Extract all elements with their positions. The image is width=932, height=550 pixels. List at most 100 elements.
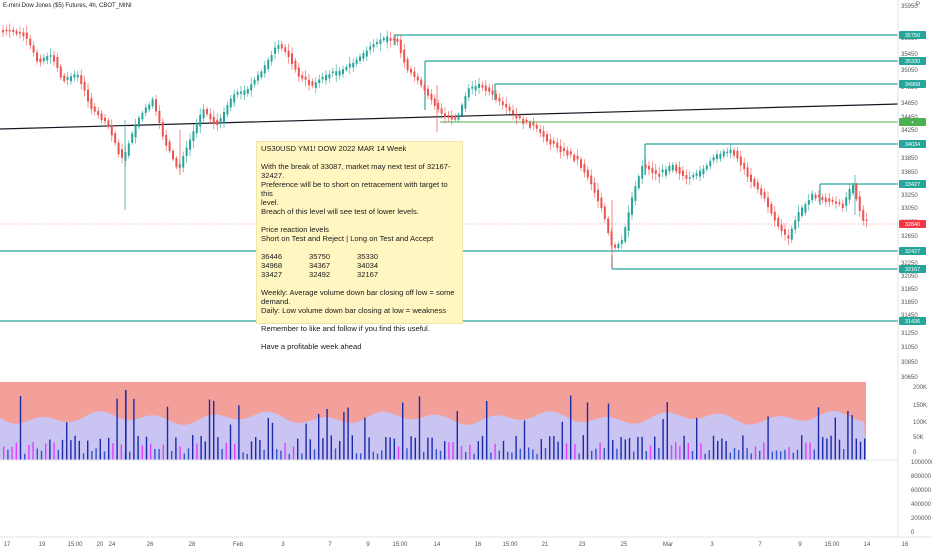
time-tick-label: 26 bbox=[147, 542, 154, 548]
volume-bar bbox=[637, 436, 639, 460]
volume-bar bbox=[280, 450, 282, 460]
time-tick-label: Mar bbox=[663, 542, 673, 548]
scale-mode-icon[interactable]: P bbox=[916, 2, 920, 8]
candle-body bbox=[787, 235, 790, 239]
candle-body bbox=[233, 94, 236, 103]
candle-body bbox=[127, 143, 130, 156]
volume-bar bbox=[679, 445, 681, 460]
volume-bar bbox=[309, 439, 311, 460]
candle-body bbox=[389, 38, 392, 41]
time-tick-label: 19 bbox=[39, 542, 46, 548]
volume-bar bbox=[624, 439, 626, 460]
volume-band bbox=[0, 411, 866, 460]
candle-body bbox=[134, 125, 137, 138]
volume-bar bbox=[788, 447, 790, 460]
candle-body bbox=[481, 84, 484, 88]
candle-body bbox=[488, 87, 491, 92]
volume-bar bbox=[721, 438, 723, 460]
volume-bar bbox=[528, 447, 530, 460]
level-cell: 32492 bbox=[309, 270, 331, 279]
volume-bar bbox=[171, 450, 173, 460]
candle-body bbox=[668, 165, 671, 172]
volume-bar bbox=[658, 448, 660, 460]
time-tick-label: 14 bbox=[434, 542, 441, 548]
volume-bar bbox=[481, 436, 484, 460]
candle-body bbox=[2, 30, 4, 33]
volume-bar bbox=[654, 436, 656, 460]
candle-body bbox=[552, 140, 555, 144]
candle-body bbox=[318, 79, 321, 84]
note-line: With the break of 33087, market may next… bbox=[261, 162, 451, 180]
volume-bar bbox=[582, 435, 584, 460]
volume-bar bbox=[376, 453, 379, 460]
candle-body bbox=[712, 157, 715, 161]
volume-bar bbox=[536, 453, 538, 460]
candle-body bbox=[464, 96, 467, 109]
volume-bar bbox=[448, 442, 450, 460]
volume-bar bbox=[578, 453, 580, 460]
candle-body bbox=[209, 113, 212, 120]
candle-body bbox=[447, 115, 450, 118]
volume-bar bbox=[11, 446, 13, 460]
price-tick-label: 32650 bbox=[901, 234, 918, 240]
price-level-badge bbox=[899, 317, 926, 325]
candle-body bbox=[93, 106, 96, 112]
volume-bar bbox=[834, 417, 836, 460]
candle-body bbox=[124, 152, 127, 161]
volume-bar bbox=[267, 417, 269, 460]
candle-body bbox=[597, 189, 599, 202]
candle-body bbox=[563, 148, 565, 152]
time-axis[interactable]: 17 19 15:00 20 24 26 28 Feb 3 7 9 15:00 14 16 15:00 21 2… bbox=[4, 542, 909, 548]
candle-body bbox=[658, 173, 661, 177]
candle-body bbox=[586, 169, 589, 178]
candle-body bbox=[121, 149, 123, 158]
candle-body bbox=[627, 212, 630, 231]
candle-body bbox=[138, 117, 140, 127]
price-level-badge-label: 32840 bbox=[905, 222, 920, 228]
candle-body bbox=[603, 206, 606, 219]
volume-bars[interactable] bbox=[3, 390, 866, 460]
volume-bar bbox=[45, 443, 47, 460]
candle-body bbox=[185, 147, 188, 157]
candle-body bbox=[83, 81, 86, 91]
volume-axis[interactable]: 200K 150K 100K 50K 0 bbox=[913, 385, 927, 456]
candle-body bbox=[736, 150, 739, 159]
volume-bar bbox=[767, 416, 769, 460]
candle-body bbox=[794, 220, 797, 230]
candle-body bbox=[777, 217, 780, 227]
volume-bar bbox=[574, 443, 576, 460]
candle-body bbox=[631, 197, 633, 215]
volume-bar bbox=[95, 448, 97, 460]
volume-bar bbox=[334, 448, 337, 460]
candle-body bbox=[216, 119, 219, 125]
candle-body bbox=[362, 53, 365, 59]
candle-body bbox=[355, 59, 358, 64]
analysis-note[interactable]: US30USD YM1! DOW 2022 MAR 14 Week With t… bbox=[256, 141, 463, 351]
candle-body bbox=[440, 108, 443, 114]
price-level-badge bbox=[899, 247, 926, 255]
time-tick-label: 7 bbox=[328, 542, 332, 548]
candle-body bbox=[471, 86, 474, 89]
volume-bar bbox=[864, 438, 866, 460]
volume-bar bbox=[553, 436, 555, 460]
lower-tick-label: 800000 bbox=[911, 474, 932, 480]
candle-body bbox=[583, 164, 586, 173]
candle-body bbox=[63, 75, 66, 82]
candle-body bbox=[365, 50, 368, 57]
price-tick-label: 32050 bbox=[901, 274, 918, 280]
price-level-badge bbox=[899, 80, 926, 88]
volume-bar bbox=[3, 446, 5, 460]
candle-body bbox=[301, 75, 304, 79]
candle-body bbox=[325, 75, 327, 81]
volume-bar bbox=[49, 439, 51, 460]
level-cell: 33427 bbox=[261, 270, 283, 279]
volume-bar bbox=[28, 444, 30, 460]
candle-body bbox=[219, 118, 222, 124]
price-tick-label: 30850 bbox=[901, 360, 918, 366]
lower-pane-axis[interactable]: 1000000 800000 600000 400000 200000 0 bbox=[911, 460, 932, 536]
candlestick-series[interactable] bbox=[2, 23, 868, 268]
level-cell: 35750 bbox=[309, 252, 331, 261]
volume-bar bbox=[276, 449, 278, 460]
volume-bar bbox=[66, 422, 68, 460]
